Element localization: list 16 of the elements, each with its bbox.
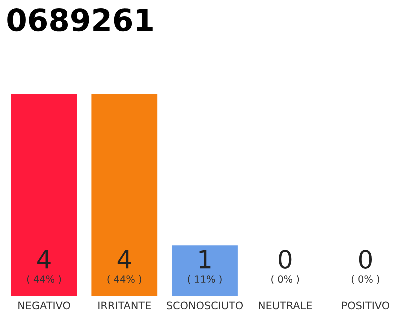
annotation: ( 0% ) (272, 275, 300, 284)
data-label: 4 (38, 250, 51, 269)
x-tick-label: NEGATIVO (18, 302, 70, 310)
data-label: 4 (118, 250, 132, 269)
x-tick-label: IRRITANTE (98, 302, 151, 310)
x-tick-label: SCONOSCIUTO (167, 302, 244, 310)
chart-title: 0689261 (8, 8, 153, 32)
data-label: 1 (200, 250, 211, 269)
annotation: ( 11% ) (188, 275, 222, 284)
annotation: ( 44% ) (27, 275, 62, 284)
x-tick-label: POSITIVO (342, 302, 390, 310)
data-label: 0 (359, 250, 372, 269)
data-label: 0 (279, 250, 292, 269)
x-tick-label: NEUTRALE (259, 302, 312, 310)
annotation: ( 0% ) (352, 275, 380, 284)
annotation: ( 44% ) (108, 275, 142, 284)
